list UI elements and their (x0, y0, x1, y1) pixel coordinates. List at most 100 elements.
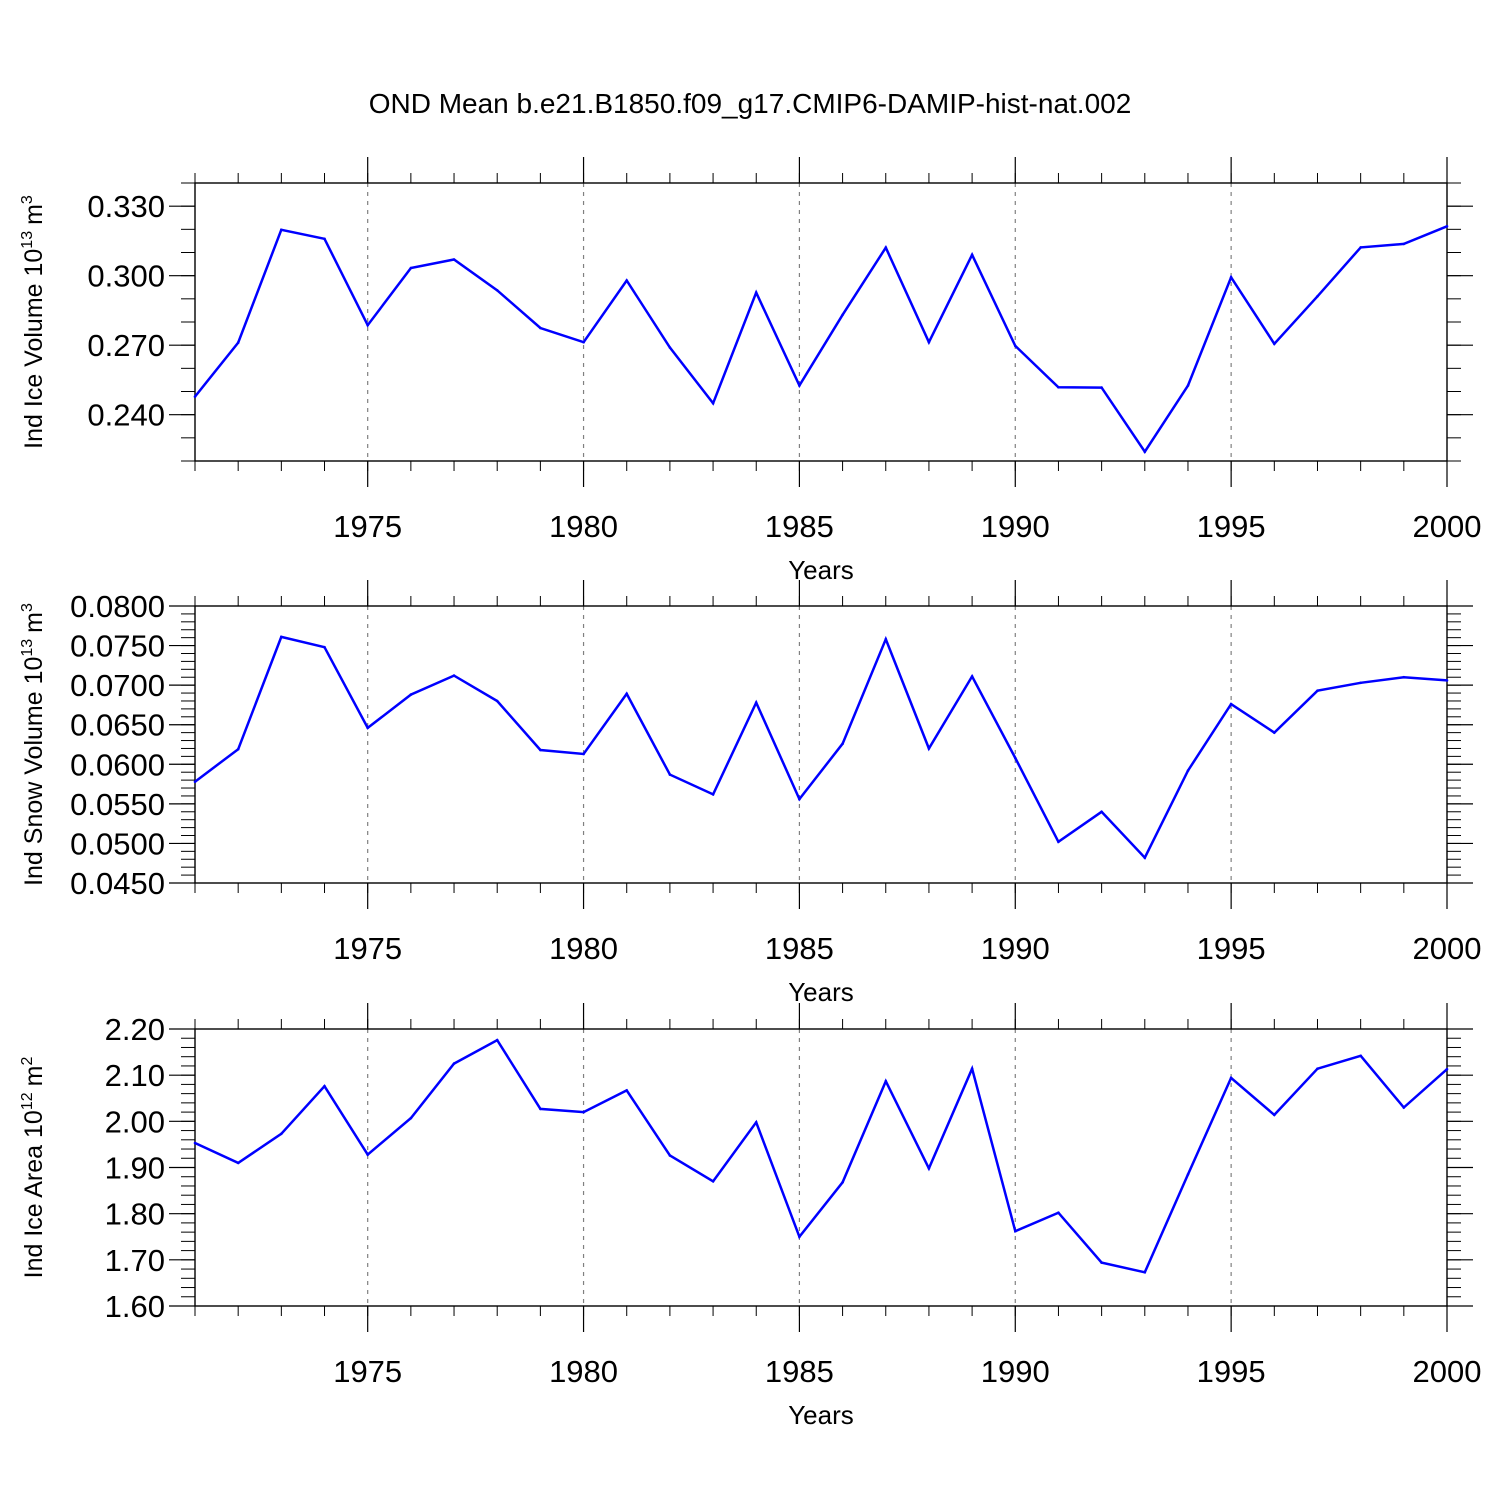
y-axis-label-unit-exponent: 3 (19, 603, 36, 612)
data-point (280, 635, 283, 639)
data-point (711, 1180, 715, 1183)
data-point (452, 258, 456, 261)
y-tick-label: 1.90 (105, 1151, 165, 1186)
data-point (582, 1110, 585, 1114)
x-tick-label: 1990 (981, 931, 1050, 966)
y-tick-label: 0.0700 (70, 668, 165, 703)
data-point (927, 340, 931, 344)
x-tick-label: 1995 (1197, 509, 1266, 544)
chart-panel-snow-volume: 0.0450 0.0500 0.0550 0.0600 0.0650 0.0700 0.07… (19, 580, 1481, 1007)
y-tick-label: 0.0600 (70, 747, 165, 782)
data-point (1143, 450, 1147, 454)
data-point (1014, 344, 1017, 348)
x-axis-label: Years (788, 1400, 854, 1430)
y-axis-label-exponent: 13 (19, 639, 36, 657)
data-point (711, 793, 715, 796)
data-point (1316, 295, 1319, 298)
y-tick-label: 0.0550 (70, 787, 165, 822)
data-point (366, 1153, 370, 1156)
data-point (754, 701, 758, 704)
data-point (841, 1181, 844, 1184)
y-axis-label-unit: m (20, 612, 48, 633)
data-point (1359, 1054, 1362, 1058)
data-point (323, 237, 326, 241)
data-point (1445, 679, 1449, 682)
y-axis-label-unit-exponent: 2 (19, 1057, 36, 1066)
y-tick-label: 2.20 (105, 1012, 165, 1047)
chart-panel-ice-area: 1.60 1.70 1.80 1.90 2.00 2.10 2.20 1975 1980 1985… (19, 1003, 1481, 1430)
y-tick-label: 1.60 (105, 1289, 165, 1324)
data-point (280, 228, 283, 232)
data-point (582, 752, 585, 756)
data-point (495, 1038, 499, 1042)
x-tick-label: 2000 (1413, 1354, 1482, 1389)
x-tick-label: 1975 (333, 509, 402, 544)
data-point (539, 326, 542, 330)
x-tick-label: 1995 (1197, 931, 1266, 966)
data-point (193, 1141, 197, 1145)
data-point (1445, 1067, 1449, 1071)
y-axis-label-main: Ind Ice Volume 10 (20, 249, 48, 449)
data-point (495, 289, 499, 292)
data-point (539, 1107, 542, 1111)
chart-panel-ice-volume: 0.240 0.270 0.300 0.330 1975 1980 1985 1990 1995… (19, 157, 1481, 585)
y-axis-label-unit: m (20, 1066, 48, 1087)
data-point (1186, 1173, 1190, 1176)
data-point (927, 1167, 931, 1170)
data-point (539, 748, 542, 752)
data-point (668, 346, 672, 349)
data-point (1143, 1271, 1147, 1274)
data-point (798, 797, 801, 801)
data-point (625, 692, 628, 696)
y-tick-label: 1.80 (105, 1197, 165, 1232)
data-point (754, 1121, 758, 1124)
y-tick-label: 2.00 (105, 1104, 165, 1139)
data-point (1229, 1076, 1233, 1080)
data-point (236, 1161, 240, 1165)
series-line (194, 635, 1448, 860)
plot-frame (194, 182, 1448, 462)
x-axis-label: Years (788, 977, 854, 1007)
data-point (323, 1084, 326, 1088)
data-point (1143, 856, 1147, 859)
y-axis-label-exponent: 12 (19, 1092, 36, 1110)
data-point (1014, 1229, 1017, 1233)
data-point (798, 1235, 801, 1239)
data-point (970, 253, 974, 257)
x-tick-label: 2000 (1413, 509, 1482, 544)
x-tick-label: 1975 (333, 931, 402, 966)
x-tick-label: 1995 (1197, 1354, 1266, 1389)
y-axis-label: Ind Ice Area 1012 m2 (19, 1057, 48, 1279)
data-point (193, 395, 197, 398)
data-point (970, 1067, 974, 1070)
data-point (711, 402, 715, 405)
data-point (452, 674, 456, 677)
y-tick-label: 0.330 (87, 189, 165, 224)
data-point (1273, 731, 1276, 734)
x-tick-label: 1990 (981, 509, 1050, 544)
data-point (1100, 386, 1103, 389)
data-point (1402, 675, 1406, 679)
data-point (1100, 1261, 1103, 1264)
data-point (884, 637, 888, 641)
data-point (625, 279, 628, 282)
data-point (1229, 702, 1233, 706)
y-axis-label-main: Ind Snow Volume 10 (20, 657, 48, 886)
data-point (280, 1132, 283, 1136)
data-point (236, 341, 240, 344)
data-point (193, 780, 197, 783)
data-point (1186, 384, 1190, 387)
data-point (1273, 1113, 1276, 1117)
y-tick-label: 0.0800 (70, 589, 165, 624)
data-point (1359, 681, 1362, 685)
x-tick-label: 1975 (333, 1354, 402, 1389)
x-tick-label: 1980 (549, 509, 618, 544)
x-tick-label: 1980 (549, 931, 618, 966)
data-point (754, 291, 758, 294)
data-point (625, 1089, 628, 1092)
data-point (1229, 276, 1233, 279)
y-axis-label-unit-exponent: 3 (19, 195, 36, 204)
data-point (1014, 756, 1017, 760)
data-point (366, 323, 370, 327)
y-axis-label-main: Ind Ice Area 10 (20, 1110, 48, 1278)
